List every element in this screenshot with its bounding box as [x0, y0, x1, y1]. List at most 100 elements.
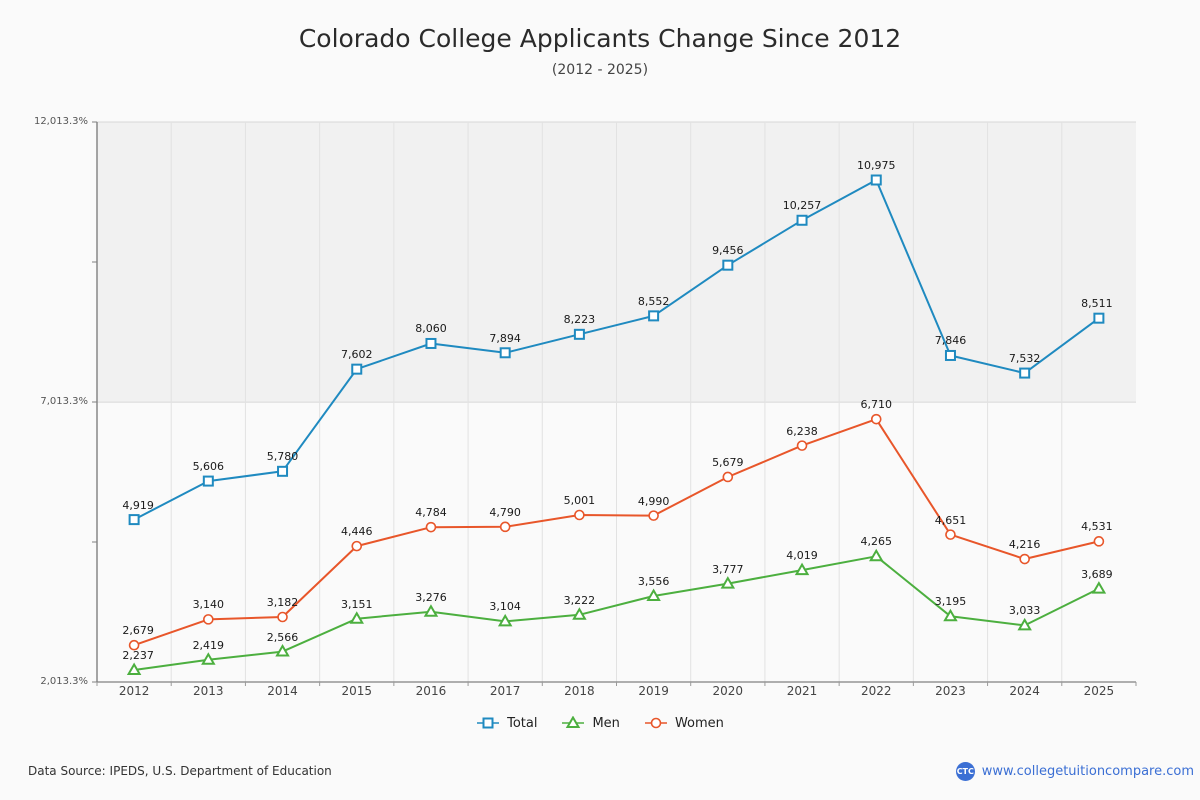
point-value-label: 4,919	[122, 498, 154, 512]
y-axis-tick-label: 2,013.3%	[40, 676, 88, 687]
point-value-label: 3,689	[1081, 567, 1113, 581]
point-value-label: 4,784	[415, 506, 447, 520]
point-value-label: 7,894	[489, 331, 521, 345]
point-value-label: 6,710	[860, 398, 893, 412]
point-value-label: 5,780	[266, 450, 299, 464]
data-point-marker[interactable]	[573, 328, 585, 340]
chart-legend: Total Men Women	[0, 716, 1200, 730]
point-value-label: 3,276	[415, 590, 447, 604]
point-value-label: 4,531	[1081, 520, 1113, 534]
data-point-marker[interactable]	[425, 521, 437, 533]
legend-label: Men	[592, 715, 620, 731]
data-point-marker[interactable]	[499, 521, 511, 533]
point-value-label: 3,777	[712, 562, 744, 576]
legend-marker	[650, 717, 662, 729]
point-value-label: 5,001	[563, 494, 596, 507]
data-point-marker[interactable]	[722, 259, 734, 271]
data-point-marker[interactable]	[351, 363, 363, 375]
chart-title: Colorado College Applicants Change Since…	[298, 24, 902, 53]
data-point-marker[interactable]	[574, 509, 585, 521]
series-line	[133, 179, 1100, 521]
data-point-marker[interactable]	[349, 611, 364, 624]
point-value-label: 3,182	[266, 596, 299, 609]
data-point-marker[interactable]	[203, 614, 214, 625]
data-point-marker[interactable]	[944, 349, 956, 361]
data-point-marker[interactable]	[128, 514, 140, 526]
site-attribution[interactable]: CTC www.collegetuitioncompare.com	[955, 762, 1194, 781]
point-value-label: 8,060	[415, 322, 447, 336]
series-line	[133, 555, 1100, 671]
y-axis-tick-label: 12,013.3%	[33, 116, 88, 127]
point-value-label: 4,990	[637, 494, 670, 508]
legend-item-women[interactable]: Women	[644, 716, 724, 730]
data-point-marker[interactable]	[128, 639, 140, 651]
point-value-label: 9,456	[712, 244, 744, 258]
data-point-marker[interactable]	[126, 662, 142, 675]
data-point-marker[interactable]	[572, 607, 587, 620]
point-value-label: 8,552	[637, 294, 670, 308]
data-point-marker[interactable]	[1093, 312, 1105, 324]
data-point-marker[interactable]	[277, 465, 289, 477]
x-axis-tick-label: 2019	[638, 684, 669, 698]
legend-item-men[interactable]: Men	[561, 715, 620, 731]
point-value-label: 4,216	[1008, 538, 1041, 552]
data-point-marker[interactable]	[720, 576, 736, 589]
point-value-label: 4,790	[489, 505, 521, 519]
data-point-marker[interactable]	[1091, 581, 1107, 594]
data-point-marker[interactable]	[423, 604, 439, 617]
series-line	[133, 418, 1100, 647]
x-axis-tick-label: 2024	[1009, 684, 1040, 698]
point-value-label: 2,566	[266, 630, 299, 644]
point-value-label: 2,679	[122, 624, 154, 638]
square-marker-icon	[477, 717, 500, 729]
legend-item-total[interactable]: Total	[476, 716, 537, 730]
point-value-label: 3,222	[563, 593, 596, 607]
point-value-label: 2,237	[122, 649, 154, 662]
data-point-marker[interactable]	[722, 471, 734, 483]
series-women	[128, 413, 1105, 651]
data-point-marker[interactable]	[202, 475, 214, 487]
data-source-note: Data Source: IPEDS, U.S. Department of E…	[28, 764, 332, 778]
data-point-marker[interactable]	[497, 613, 513, 627]
legend-label: Total	[507, 715, 538, 731]
data-point-marker[interactable]	[945, 529, 956, 540]
series-total	[128, 174, 1105, 526]
data-point-marker[interactable]	[277, 611, 288, 623]
point-value-label: 4,019	[786, 549, 818, 563]
data-point-marker[interactable]	[201, 652, 216, 665]
data-point-marker[interactable]	[648, 310, 660, 322]
data-point-marker[interactable]	[870, 413, 882, 425]
data-point-marker[interactable]	[1093, 536, 1105, 547]
triangle-marker-icon	[562, 716, 585, 728]
data-point-marker[interactable]	[869, 548, 884, 562]
x-axis-tick-label: 2025	[1083, 684, 1115, 698]
x-axis-tick-label: 2022	[860, 684, 892, 698]
data-point-marker[interactable]	[646, 588, 661, 602]
data-point-marker[interactable]	[648, 510, 659, 521]
data-point-marker[interactable]	[499, 347, 511, 359]
data-point-marker[interactable]	[870, 174, 882, 186]
data-point-marker[interactable]	[425, 337, 437, 349]
data-point-marker[interactable]	[796, 214, 808, 226]
circle-marker-icon	[644, 717, 667, 729]
data-point-marker[interactable]	[1019, 553, 1030, 565]
data-point-marker[interactable]	[794, 562, 810, 576]
site-url-label: www.collegetuitioncompare.com	[981, 764, 1194, 779]
data-point-marker[interactable]	[943, 608, 958, 622]
point-value-label: 5,606	[192, 460, 225, 474]
point-value-label: 4,265	[860, 535, 893, 549]
x-axis-tick-label: 2023	[935, 684, 966, 698]
x-axis-tick-label: 2017	[489, 684, 521, 698]
point-value-label: 3,140	[192, 598, 225, 612]
data-point-marker[interactable]	[796, 440, 808, 451]
y-axis-tick-label: 7,013.3%	[40, 396, 88, 408]
legend-marker	[482, 717, 494, 729]
series-men	[126, 548, 1107, 675]
x-axis-tick-label: 2021	[786, 684, 818, 698]
data-point-marker[interactable]	[351, 540, 363, 552]
data-point-marker[interactable]	[1017, 617, 1032, 631]
point-value-label: 8,223	[563, 313, 596, 327]
data-point-marker[interactable]	[275, 644, 290, 657]
data-point-marker[interactable]	[1019, 367, 1031, 379]
